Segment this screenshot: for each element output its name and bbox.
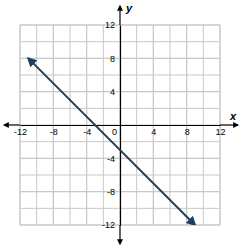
x-tick-label: 8 bbox=[185, 127, 190, 137]
x-tick: 8 bbox=[185, 125, 190, 137]
x-axis-label: x bbox=[229, 110, 237, 122]
axis-arrows bbox=[4, 6, 238, 244]
y-tick: 4 bbox=[110, 87, 120, 97]
x-tick: 12 bbox=[215, 125, 225, 137]
x-tick-label: 12 bbox=[215, 127, 225, 137]
chart: -12 -8 -4 0 4 8 12 -12 -8 -4 4 8 12 x y bbox=[0, 0, 243, 248]
y-tick-label: 8 bbox=[110, 54, 115, 64]
x-tick-label: -12 bbox=[14, 127, 27, 137]
y-tick: 8 bbox=[110, 54, 120, 64]
y-tick-label: -8 bbox=[107, 187, 115, 197]
y-axis: -12 -8 -4 4 8 12 bbox=[102, 20, 121, 230]
y-tick: -8 bbox=[107, 187, 120, 197]
axis-arrow bbox=[220, 124, 238, 125]
x-tick-label: 4 bbox=[151, 127, 156, 137]
y-tick: -12 bbox=[102, 220, 120, 230]
x-tick-label: -4 bbox=[83, 127, 91, 137]
x-tick: -8 bbox=[50, 125, 58, 137]
line bbox=[28, 58, 195, 225]
y-tick-label: -12 bbox=[102, 220, 115, 230]
x-tick: -12 bbox=[14, 125, 27, 137]
x-tick: 0 bbox=[112, 125, 121, 137]
x-axis: -12 -8 -4 0 4 8 12 bbox=[14, 125, 226, 137]
y-tick-label: 4 bbox=[110, 87, 115, 97]
y-tick-label: -4 bbox=[107, 154, 115, 164]
axis-arrow bbox=[119, 6, 120, 25]
axis-arrow bbox=[119, 225, 120, 244]
axis-arrow bbox=[4, 124, 20, 125]
y-axis-label: y bbox=[125, 2, 133, 14]
chart-container: -12 -8 -4 0 4 8 12 -12 -8 -4 4 8 12 x y bbox=[0, 0, 243, 248]
x-tick: 4 bbox=[151, 125, 156, 137]
y-tick: -4 bbox=[107, 154, 120, 164]
x-tick: -4 bbox=[83, 125, 91, 137]
axis-line bbox=[120, 26, 121, 226]
y-tick-label: 12 bbox=[105, 20, 115, 30]
plot-area bbox=[28, 58, 195, 225]
y-tick: 12 bbox=[105, 20, 120, 30]
x-tick-label: 0 bbox=[112, 127, 117, 137]
x-tick-label: -8 bbox=[50, 127, 58, 137]
grid bbox=[20, 25, 220, 225]
